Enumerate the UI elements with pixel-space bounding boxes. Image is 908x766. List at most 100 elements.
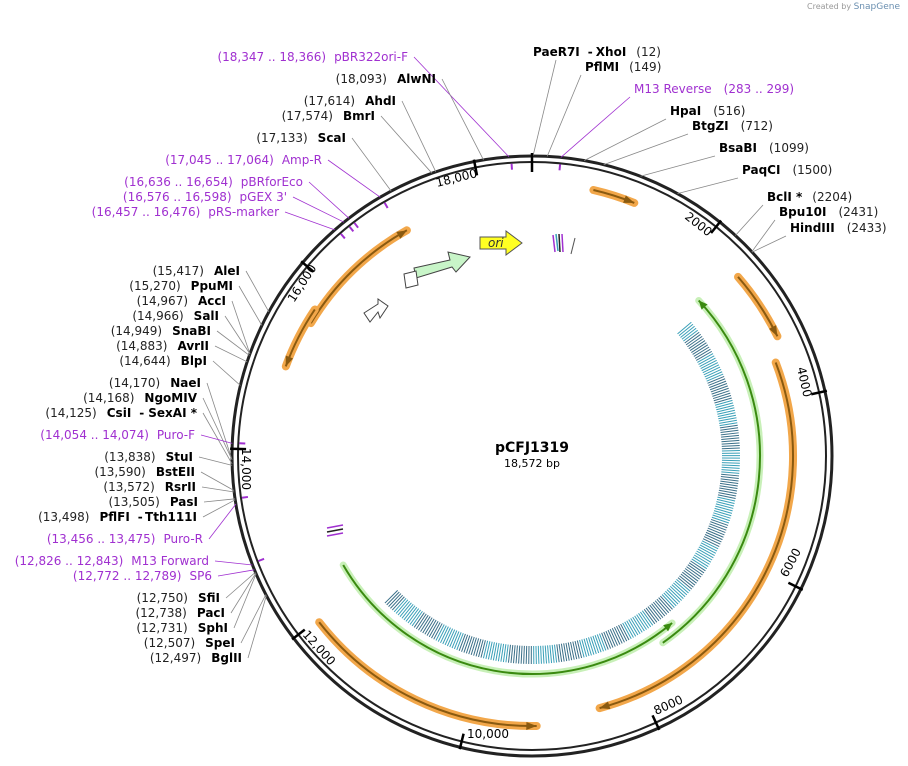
feature-label-pgex-3[interactable]: (16,576 .. 16,598) pGEX 3' [123, 190, 287, 204]
cds-hatch [656, 598, 670, 614]
outline-arrow[interactable] [363, 298, 389, 323]
site-label-acci[interactable]: (14,967) AccI [137, 294, 226, 308]
small-feature-box[interactable] [403, 270, 419, 289]
site-label-paer7i[interactable]: PaeR7I - XhoI (12) [533, 45, 661, 59]
cds-hatch [556, 644, 560, 663]
leader-right-4 [603, 133, 689, 166]
site-label-ppumi[interactable]: (15,270) PpuMI [129, 279, 233, 293]
rim-mark-puro-r [241, 495, 249, 499]
feature-label-amp-r[interactable]: (17,045 .. 17,064) Amp-R [165, 153, 322, 167]
site-label-ahdi[interactable]: (17,614) AhdI [304, 94, 396, 108]
cds-hatch [720, 478, 739, 482]
feature-label-puro-r[interactable]: (13,456 .. 13,475) Puro-R [47, 532, 203, 546]
site-label-alei[interactable]: (15,417) AleI [153, 264, 240, 278]
feature-label-pbr322ori-f[interactable]: (18,347 .. 18,366) pBR322ori-F [217, 50, 408, 64]
cds-hatch [495, 643, 500, 661]
cds-hatch [716, 498, 735, 504]
site-label-naei[interactable]: (14,170) NaeI [109, 376, 201, 390]
orange-arc-left[interactable] [310, 229, 408, 324]
green-arc-right[interactable] [662, 299, 761, 644]
cds-hatch [721, 469, 740, 472]
cds-hatch [721, 473, 740, 477]
feature-label-prs-marker[interactable]: (16,457 .. 16,476) pRS-marker [92, 205, 279, 219]
site-label-sfii[interactable]: (12,750) SfiI [137, 591, 220, 605]
promoter-arrow[interactable] [413, 251, 471, 279]
feature-label-pbrforeco[interactable]: (16,636 .. 16,654) pBRforEco [124, 175, 303, 189]
cds-hatch [480, 640, 486, 658]
cds-hatch [605, 630, 614, 648]
scale-tick [300, 260, 315, 273]
site-label-bglii[interactable]: (12,497) BglII [150, 651, 242, 665]
orange-arc-top[interactable] [593, 189, 635, 204]
cds-hatch [693, 554, 710, 565]
site-label-pflmi[interactable]: PflMI (149) [585, 60, 661, 74]
rim-mark-m13fwd [258, 557, 265, 562]
site-label-paqci[interactable]: PaqCI (1500) [742, 163, 832, 177]
leader-left-6 [308, 181, 350, 219]
cds-hatch [688, 562, 705, 574]
site-label-rsrii[interactable]: (13,572) RsrII [103, 480, 196, 494]
feature-label-puro-f[interactable]: (14,054 .. 14,074) Puro-F [40, 428, 195, 442]
feature-label-sp6[interactable]: (12,772 .. 12,789) SP6 [73, 569, 212, 583]
cds-hatch [698, 355, 715, 365]
right-site-labels: PaeR7I - XhoI (12) PflMI (149) M13 Reverse (2… [533, 45, 887, 235]
site-label-blpi[interactable]: (14,644) BlpI [119, 354, 207, 368]
orange-arc-right-large[interactable] [599, 362, 795, 710]
cds-hatch [663, 592, 677, 607]
leader-right-3 [583, 118, 667, 161]
site-label-snabi[interactable]: (14,949) SnaBI [111, 324, 211, 338]
tick-label-4000: 4000 [794, 366, 815, 399]
cds-hatch [654, 600, 668, 615]
feature-label-m13-reverse[interactable]: M13 Reverse (283 .. 299) [634, 82, 794, 96]
cds-hatch [492, 642, 498, 661]
cds-hatch [720, 480, 739, 485]
site-label-sphi[interactable]: (12,731) SphI [136, 621, 228, 635]
site-label-hpai[interactable]: HpaI (516) [670, 104, 745, 118]
cds-hatch [590, 636, 597, 654]
cds-hatch [718, 492, 737, 497]
site-label-bpu10i[interactable]: Bpu10I (2431) [779, 205, 878, 219]
site-label-scai[interactable]: (17,133) ScaI [256, 131, 346, 145]
site-label-bcli[interactable]: BclI * (2204) [767, 190, 852, 204]
leader-left-0 [413, 56, 510, 158]
site-label-hindiii[interactable]: HindIII (2433) [790, 221, 887, 235]
site-label-ngomiv[interactable]: (14,168) NgoMIV [83, 391, 198, 405]
green-arc-bottom[interactable] [342, 564, 673, 675]
site-label-spei[interactable]: (12,507) SpeI [144, 636, 235, 650]
cds-hatch [422, 617, 433, 634]
cds-hatch [409, 609, 421, 625]
cds-hatch [665, 590, 679, 605]
feature-label-m13-forward[interactable]: (12,826 .. 12,843) M13 Forward [15, 554, 209, 568]
cds-hatch [451, 631, 460, 649]
cds-hatch [708, 378, 726, 386]
cds-hatch [714, 397, 732, 404]
cds-hatch [405, 606, 418, 622]
site-label-bsabi[interactable]: BsaBI (1099) [719, 141, 809, 155]
cds-hatch [715, 402, 734, 408]
cds-hatch [706, 529, 724, 538]
site-label-paci[interactable]: (12,738) PacI [135, 606, 225, 620]
cds-hatch [651, 603, 664, 618]
backbone-outer [230, 154, 834, 758]
site-label-alwni[interactable]: (18,093) AlwNI [336, 72, 436, 86]
site-label-bmri[interactable]: (17,574) BmrI [282, 109, 375, 123]
orange-arc-top-arrowhead [623, 195, 635, 203]
cds-hatch [449, 630, 458, 648]
rim-mark-pbrforeco [353, 222, 359, 229]
cds-hatch [420, 616, 431, 632]
site-label-pflfi[interactable]: (13,498) PflFI - Tth111I [38, 510, 197, 524]
site-label-btgzi[interactable]: BtgZI (712) [692, 119, 773, 133]
site-label-pasi[interactable]: (13,505) PasI [108, 495, 198, 509]
site-label-sali[interactable]: (14,966) SalI [132, 309, 219, 323]
orange-arc-bottom[interactable] [318, 621, 537, 728]
scale-ticks [230, 159, 828, 750]
cds-hatch [683, 329, 698, 342]
ori-feature[interactable]: ori [479, 230, 523, 256]
cds-hatch [442, 627, 451, 645]
site-label-stui[interactable]: (13,838) StuI [104, 450, 193, 464]
cds-hatch [444, 628, 454, 646]
site-label-csii[interactable]: (14,125) CsiI - SexAI * [45, 406, 197, 420]
site-label-avrii[interactable]: (14,883) AvrII [116, 339, 209, 353]
site-label-bsteii[interactable]: (13,590) BstEII [94, 465, 195, 479]
